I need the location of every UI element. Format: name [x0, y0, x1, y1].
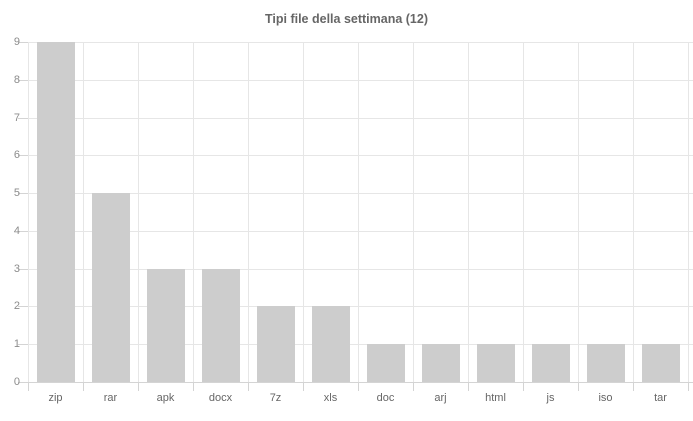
x-axis-tick [358, 383, 359, 391]
bar-rar [92, 193, 130, 382]
x-axis-label-js: js [546, 392, 555, 404]
x-axis-tick [523, 383, 524, 391]
h-gridline [28, 306, 693, 307]
y-axis-tick [18, 306, 28, 307]
v-gridline [193, 42, 194, 382]
x-axis-tick [633, 383, 634, 391]
v-gridline [28, 42, 29, 382]
v-gridline [523, 42, 524, 382]
y-axis-label: 3 [13, 263, 20, 275]
x-axis-tick [28, 383, 29, 391]
bar-arj [422, 344, 460, 382]
bar-doc [367, 344, 405, 382]
v-gridline [138, 42, 139, 382]
v-gridline [413, 42, 414, 382]
x-axis-label-7z: 7z [269, 392, 282, 404]
v-gridline [578, 42, 579, 382]
bar-html [477, 344, 515, 382]
bar-iso [587, 344, 625, 382]
y-axis-label: 2 [13, 300, 20, 312]
y-axis-tick [18, 118, 28, 119]
v-gridline [468, 42, 469, 382]
h-gridline [28, 344, 693, 345]
y-axis-label: 1 [13, 338, 20, 350]
x-axis-label-doc: doc [376, 392, 395, 404]
h-gridline [28, 155, 693, 156]
chart-title: Tipi file della settimana (12) [264, 12, 428, 26]
y-axis-label: 4 [13, 225, 20, 237]
x-axis-tick [303, 383, 304, 391]
x-axis-label-zip: zip [48, 392, 63, 404]
x-axis-label-xls: xls [323, 392, 338, 404]
h-gridline [28, 80, 693, 81]
x-axis-label-arj: arj [434, 392, 447, 404]
y-axis-tick [18, 155, 28, 156]
x-axis-label-html: html [485, 392, 506, 404]
x-axis-tick [83, 383, 84, 391]
v-gridline [633, 42, 634, 382]
x-axis-tick [578, 383, 579, 391]
x-axis-tick [413, 383, 414, 391]
x-axis-tick [193, 383, 194, 391]
y-axis-label: 7 [13, 112, 20, 124]
h-gridline [28, 42, 693, 43]
y-axis-label: 8 [13, 74, 20, 86]
h-gridline [28, 193, 693, 194]
x-axis-tick [688, 383, 689, 391]
v-gridline [688, 42, 689, 382]
x-axis-line [28, 382, 693, 383]
h-gridline [28, 231, 693, 232]
y-axis-label: 5 [13, 187, 20, 199]
y-axis-tick [18, 344, 28, 345]
y-axis-label: 9 [13, 36, 20, 48]
v-gridline [83, 42, 84, 382]
h-gridline [28, 118, 693, 119]
v-gridline [358, 42, 359, 382]
x-axis-tick [468, 383, 469, 391]
bar-tar [642, 344, 680, 382]
y-axis-tick [18, 382, 28, 383]
bar-apk [147, 269, 185, 382]
x-axis-tick [248, 383, 249, 391]
x-axis-tick [138, 383, 139, 391]
v-gridline [303, 42, 304, 382]
y-axis-tick [18, 193, 28, 194]
x-axis-label-rar: rar [103, 392, 118, 404]
y-axis-tick [18, 42, 28, 43]
x-axis-label-iso: iso [598, 392, 613, 404]
x-axis-label-apk: apk [156, 392, 175, 404]
bar-7z [257, 306, 295, 382]
y-axis-tick [18, 80, 28, 81]
v-gridline [248, 42, 249, 382]
bar-xls [312, 306, 350, 382]
y-axis-tick [18, 231, 28, 232]
y-axis-label: 6 [13, 149, 20, 161]
bar-js [532, 344, 570, 382]
y-axis-label: 0 [13, 376, 20, 388]
x-axis-label-tar: tar [654, 392, 667, 404]
y-axis-tick [18, 269, 28, 270]
x-axis-label-docx: docx [208, 392, 233, 404]
bar-docx [202, 269, 240, 382]
bar-zip [37, 42, 75, 382]
h-gridline [28, 269, 693, 270]
